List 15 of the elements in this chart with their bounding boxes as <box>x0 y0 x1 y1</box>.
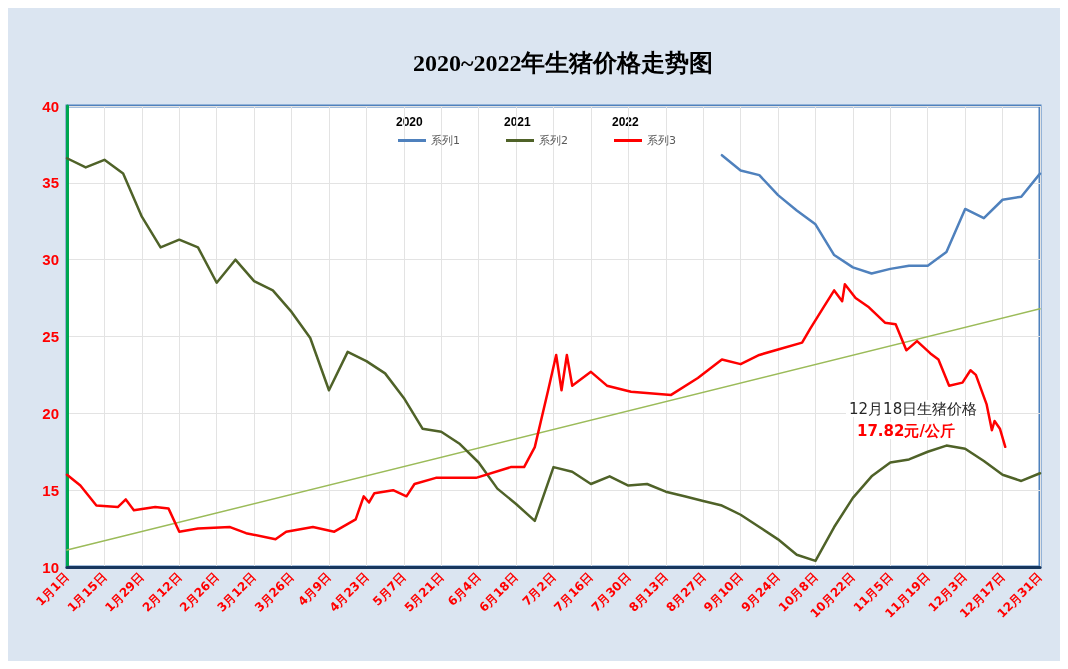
y-tick-label: 10 <box>42 558 59 576</box>
legend-label: 系列3 <box>647 134 676 147</box>
legend-label: 系列2 <box>539 134 568 147</box>
y-tick-label: 15 <box>42 481 59 499</box>
annotation: 2022 <box>612 115 640 129</box>
y-tick-label: 35 <box>42 174 59 192</box>
annotation: 2021 <box>504 115 532 129</box>
y-tick-label: 25 <box>42 328 59 345</box>
annotation: 17.82元/公斤 <box>857 421 955 440</box>
y-tick-label: 40 <box>42 97 59 115</box>
y-tick-label: 20 <box>42 404 59 422</box>
chart-title: 2020~2022年生猪价格走势图 <box>413 50 714 76</box>
annotation: 12月18日生猪价格 <box>849 399 978 418</box>
legend-label: 系列1 <box>431 134 460 147</box>
y-tick-label: 30 <box>42 251 59 269</box>
